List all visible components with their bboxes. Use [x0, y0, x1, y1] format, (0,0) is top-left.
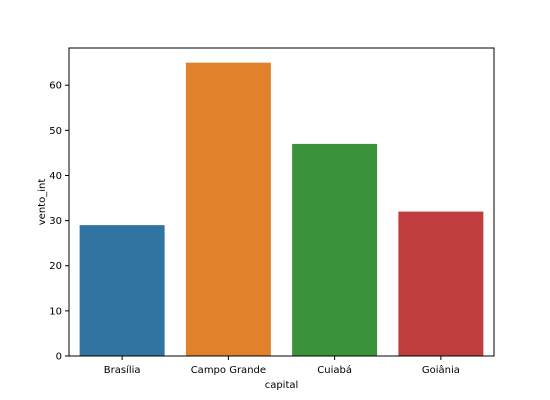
y-tick-label: 0: [56, 352, 62, 363]
x-axis-label: capital: [265, 380, 299, 391]
y-tick-label: 10: [49, 306, 62, 317]
y-tick-label: 20: [49, 261, 62, 272]
bar-1: [185, 62, 271, 357]
bar-2: [292, 143, 378, 356]
bars-group: [79, 62, 484, 357]
bar-0: [79, 225, 165, 356]
y-tick-label: 40: [49, 171, 62, 182]
x-tick-label: Brasília: [104, 364, 141, 376]
x-tick-label: Goiânia: [422, 364, 460, 376]
y-tick-label: 60: [49, 81, 62, 92]
plot-frame: [68, 47, 495, 357]
y-tick-label: 50: [49, 126, 62, 137]
x-tick-label: Campo Grande: [191, 365, 266, 376]
x-axis-ticks: Brasília Campo Grande Cuiabá Goiânia: [104, 356, 460, 376]
x-tick-label: Cuiabá: [317, 364, 352, 376]
y-tick-label: 30: [49, 216, 62, 227]
bar-3: [398, 211, 484, 356]
y-axis-label: vento_int: [37, 179, 48, 226]
y-axis-ticks: 0 10 20 30 40 50 60: [49, 81, 69, 363]
